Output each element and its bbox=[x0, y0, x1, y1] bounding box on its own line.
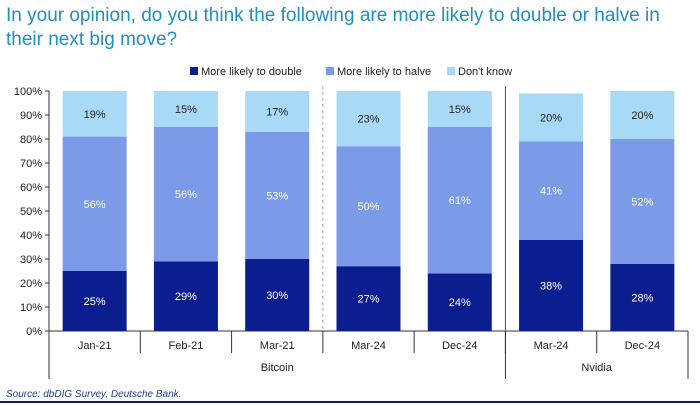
bar-segment-2 bbox=[336, 146, 401, 267]
data-label-1: 29% bbox=[175, 291, 197, 303]
group-label-2: Nvidia bbox=[581, 362, 612, 374]
x-category-label: Jan-21 bbox=[78, 340, 112, 352]
y-tick-label: 20% bbox=[20, 278, 42, 290]
legend-label-1: More likely to double bbox=[201, 66, 302, 78]
bar-segment-2 bbox=[245, 131, 310, 259]
data-label-2: 53% bbox=[266, 190, 288, 202]
legend-swatch-3 bbox=[447, 67, 455, 75]
data-label-3: 20% bbox=[540, 112, 562, 124]
bar-segment-3 bbox=[153, 91, 218, 127]
y-tick-label: 90% bbox=[20, 110, 42, 122]
bar-segment-2 bbox=[153, 127, 218, 262]
x-category-label: Mar-24 bbox=[351, 340, 386, 352]
y-tick-label: 60% bbox=[20, 182, 42, 194]
y-tick-label: 30% bbox=[20, 254, 42, 266]
bar-segment-3 bbox=[245, 91, 310, 132]
y-tick-label: 40% bbox=[20, 230, 42, 242]
data-label-1: 30% bbox=[266, 290, 288, 302]
bar-segment-3 bbox=[610, 91, 675, 139]
data-label-1: 38% bbox=[540, 280, 562, 292]
data-label-3: 20% bbox=[631, 110, 653, 122]
data-label-2: 52% bbox=[631, 196, 653, 208]
y-tick-label: 50% bbox=[20, 206, 42, 218]
bar-segment-3 bbox=[336, 91, 401, 147]
data-label-2: 41% bbox=[540, 186, 562, 198]
bar-segment-2 bbox=[519, 141, 584, 240]
bar-segment-2 bbox=[427, 127, 492, 274]
x-category-label: Mar-24 bbox=[534, 340, 569, 352]
data-label-1: 24% bbox=[449, 297, 471, 309]
data-label-1: 28% bbox=[631, 292, 653, 304]
source-note: Source: dbDIG Survey, Deutsche Bank. bbox=[6, 389, 182, 400]
bar-segment-1 bbox=[610, 263, 675, 331]
bar-segment-1 bbox=[153, 261, 218, 331]
legend-swatch-2 bbox=[326, 67, 334, 75]
bar-segment-1 bbox=[336, 266, 401, 331]
x-category-label: Feb-21 bbox=[168, 340, 203, 352]
legend-label-2: More likely to halve bbox=[337, 66, 431, 78]
bar-segment-3 bbox=[62, 91, 127, 137]
bar-segment-1 bbox=[427, 273, 492, 331]
data-label-2: 50% bbox=[357, 201, 379, 213]
x-category-label: Mar-21 bbox=[260, 340, 295, 352]
x-category-label: Dec-24 bbox=[625, 340, 660, 352]
bar-segment-1 bbox=[62, 271, 127, 331]
data-label-2: 56% bbox=[175, 189, 197, 201]
bottom-rule bbox=[0, 401, 700, 403]
bar-segment-3 bbox=[427, 91, 492, 127]
data-label-3: 15% bbox=[175, 104, 197, 116]
data-label-1: 25% bbox=[84, 296, 106, 308]
data-label-3: 17% bbox=[266, 106, 288, 118]
legend-label-3: Don't know bbox=[458, 66, 512, 78]
bar-segment-1 bbox=[519, 239, 584, 331]
bar-segment-1 bbox=[245, 259, 310, 331]
data-label-2: 61% bbox=[449, 195, 471, 207]
chart-title: In your opinion, do you think the follow… bbox=[6, 5, 660, 50]
bar-segment-2 bbox=[610, 139, 675, 264]
data-label-3: 23% bbox=[357, 114, 379, 126]
y-tick-label: 0% bbox=[26, 326, 42, 338]
y-tick-label: 10% bbox=[20, 302, 42, 314]
data-label-1: 27% bbox=[357, 294, 379, 306]
bar-segment-3 bbox=[519, 93, 584, 142]
group-label-1: Bitcoin bbox=[261, 362, 294, 374]
legend-swatch-1 bbox=[190, 67, 198, 75]
y-tick-label: 100% bbox=[14, 86, 42, 98]
data-label-3: 19% bbox=[84, 109, 106, 121]
data-label-3: 15% bbox=[449, 104, 471, 116]
x-category-label: Dec-24 bbox=[442, 340, 477, 352]
bar-segment-2 bbox=[62, 136, 127, 271]
data-label-2: 56% bbox=[84, 199, 106, 211]
y-tick-label: 80% bbox=[20, 134, 42, 146]
y-tick-label: 70% bbox=[20, 158, 42, 170]
